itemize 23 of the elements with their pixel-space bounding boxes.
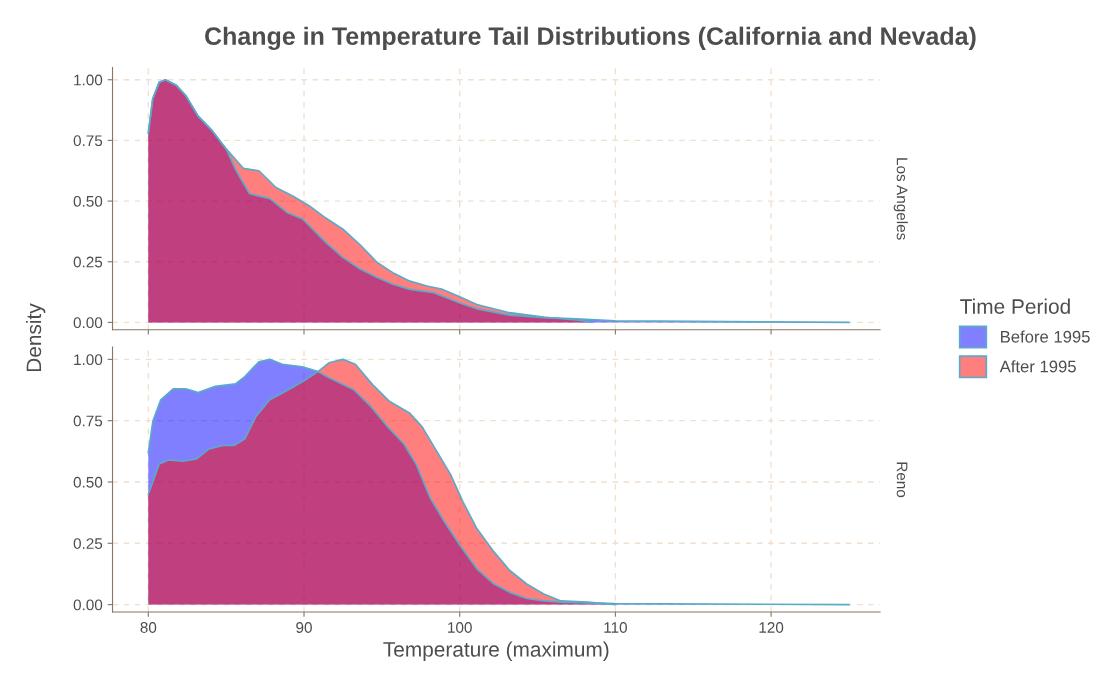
legend-title: Time Period bbox=[960, 298, 1070, 314]
chart-title: Change in Temperature Tail Distributions (California and Nevada) bbox=[205, 26, 976, 51]
y-tick-label: 1.00 bbox=[74, 354, 103, 366]
x-tick-label: 80 bbox=[140, 622, 157, 633]
x-tick-label: 100 bbox=[448, 622, 472, 633]
y-tick-label: 0.75 bbox=[73, 415, 103, 427]
text: Los Angeles bbox=[893, 158, 908, 240]
y-tick-label: 0.75 bbox=[73, 135, 103, 147]
legend-label: Before 1995 bbox=[1001, 330, 1090, 343]
y-tick-label: 0.00 bbox=[73, 599, 103, 611]
y-tick-label: 0.25 bbox=[73, 538, 103, 549]
x-tick-label: 120 bbox=[759, 622, 784, 633]
x-tick-label: 110 bbox=[604, 622, 627, 633]
y-axis-title: Density bbox=[25, 303, 46, 372]
y-tick-label: 0.50 bbox=[73, 476, 103, 488]
y-tick-label: 0.50 bbox=[73, 195, 103, 207]
y-tick-label: 0.00 bbox=[73, 317, 103, 329]
text: Reno bbox=[896, 462, 908, 498]
x-axis-title: Temperature (maximum) bbox=[383, 641, 609, 661]
x-tick-label: 90 bbox=[296, 622, 312, 633]
y-tick-label: 0.25 bbox=[73, 256, 103, 268]
y-tick-label: 1.00 bbox=[74, 74, 103, 86]
legend-label: After 1995 bbox=[999, 360, 1076, 373]
